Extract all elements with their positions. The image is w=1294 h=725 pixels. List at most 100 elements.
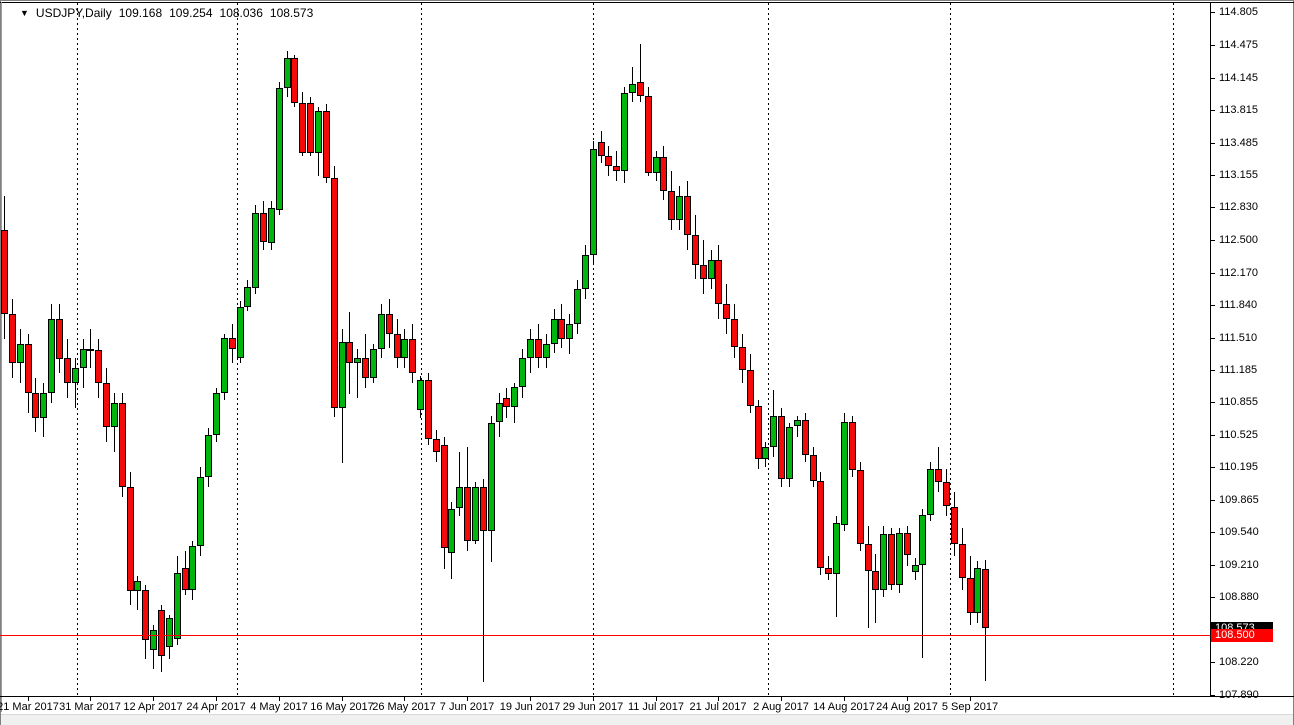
bearish-candle [645,95,652,173]
bearish-candle [127,486,134,592]
candle-wick [797,415,798,438]
ohlc-high: 109.254 [169,6,213,20]
chart-border [0,2,1294,3]
ohlc-close: 108.573 [269,6,314,20]
bearish-candle [142,590,149,640]
date-axis-label: 31 Mar 2017 [59,701,121,713]
bearish-candle [307,102,314,154]
bearish-candle [331,177,338,408]
candle-wick [640,43,641,102]
bullish-candle [621,92,628,171]
price-tick [1210,305,1215,306]
bullish-candle [189,546,196,591]
price-tick [1210,662,1215,663]
bullish-candle [527,338,534,359]
bullish-candle [252,213,259,289]
bearish-candle [56,319,63,359]
bullish-candle [676,195,683,221]
date-tick [90,697,91,701]
price-axis-label: 111.510 [1219,332,1258,344]
price-axis-label: 110.855 [1219,396,1258,408]
bullish-candle [551,319,558,344]
price-tick [1210,240,1215,241]
bearish-candle [668,190,675,221]
bullish-candle [166,618,173,647]
price-tick [1210,370,1215,371]
price-tick [1210,500,1215,501]
price-axis-label: 113.485 [1219,137,1258,149]
price-axis-label: 110.525 [1219,429,1258,441]
bullish-candle [566,323,573,339]
date-axis-label: 4 May 2017 [250,701,308,713]
symbol-timeframe-label: USDJPY,Daily [35,6,112,20]
bullish-candle [582,254,589,290]
bullish-candle [378,314,385,349]
bearish-candle [802,419,809,456]
bearish-candle [605,156,612,166]
bearish-candle [660,157,667,191]
date-tick [593,697,594,701]
time-axis [0,696,1294,697]
horizontal-price-line[interactable] [0,635,1210,636]
ohlc-open: 109.168 [118,6,163,20]
date-axis-label: 26 May 2017 [372,701,436,713]
price-axis [1210,2,1211,696]
plot-area[interactable] [0,0,1210,696]
date-axis-label: 24 Aug 2017 [876,701,938,713]
price-axis-label: 108.880 [1219,591,1259,603]
bearish-candle [9,314,16,364]
bullish-candle [653,157,660,173]
bullish-candle [72,368,79,384]
price-axis-label: 113.155 [1219,169,1258,181]
price-tick [1210,175,1215,176]
bearish-candle [598,142,605,157]
price-axis-label: 112.500 [1219,234,1258,246]
date-axis-label: 29 Jun 2017 [562,701,624,713]
bearish-candle [723,304,730,319]
date-tick [907,697,908,701]
bearish-candle [158,610,165,657]
bearish-candle [692,235,699,265]
price-axis-label: 108.220 [1219,656,1259,668]
price-tick [1210,207,1215,208]
price-tick [1210,565,1215,566]
bullish-candle [912,564,919,572]
bullish-candle [448,508,455,553]
bullish-candle [370,348,377,379]
date-axis-label: 2 Aug 2017 [753,701,809,713]
bearish-candle [959,544,966,578]
month-separator-line [593,3,594,696]
bullish-candle [919,515,926,565]
bullish-candle [927,469,934,516]
bullish-candle [880,534,887,591]
bullish-candle [472,486,479,541]
bullish-candle [401,338,408,359]
bearish-candle [260,213,267,242]
date-axis-label: 11 Jul 2017 [627,701,685,713]
candle-wick [483,478,484,683]
bearish-candle [904,533,911,555]
bearish-candle [935,469,942,482]
date-axis-label: 16 May 2017 [310,701,374,713]
candle-wick [868,526,869,628]
bullish-candle [48,319,55,393]
date-tick [656,697,657,701]
month-separator-line [768,3,769,696]
bullish-candle [574,289,581,324]
bullish-candle [174,572,181,639]
bearish-candle [480,486,487,532]
bullish-candle [590,149,597,255]
bullish-candle [205,435,212,477]
horizontal-line-price-tag[interactable]: 108.500 [1211,629,1273,642]
bearish-candle [684,195,691,236]
bullish-candle [511,387,518,407]
symbol-dropdown-icon[interactable]: ▼ [20,8,29,18]
bearish-candle [778,415,785,479]
bearish-candle [810,455,817,481]
date-tick [781,697,782,701]
bullish-candle [794,419,801,427]
bullish-candle [244,287,251,308]
bullish-candle [150,629,157,650]
price-tick [1210,532,1215,533]
